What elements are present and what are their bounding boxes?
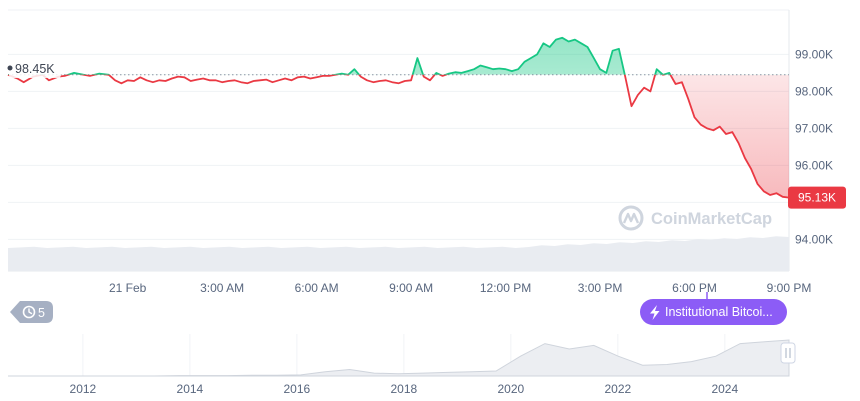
navigator-tick-label: 2018 bbox=[390, 382, 417, 396]
event-chip[interactable]: Institutional Bitcoi... bbox=[640, 292, 787, 325]
baseline-value: 98.45K bbox=[15, 62, 55, 76]
up-fill bbox=[8, 37, 789, 75]
x-tick-label: 6:00 AM bbox=[295, 281, 339, 295]
current-price-value: 95.13K bbox=[798, 191, 836, 205]
range-navigator[interactable] bbox=[8, 334, 790, 377]
series-line-down bbox=[7, 74, 790, 199]
down-fill bbox=[669, 74, 789, 198]
watermark: CoinMarketCap bbox=[618, 205, 772, 231]
lightning-icon bbox=[650, 305, 660, 320]
navigator-x-axis: 2012 2014 2016 2018 2020 2022 2024 bbox=[70, 382, 739, 396]
x-tick-label: 6:00 PM bbox=[672, 281, 717, 295]
x-tick-label: 9:00 AM bbox=[389, 281, 433, 295]
navigator-tick-label: 2022 bbox=[604, 382, 631, 396]
y-axis: 99.00K 98.00K 97.00K 96.00K 94.00K bbox=[795, 47, 833, 246]
history-button[interactable]: 5 bbox=[10, 301, 53, 323]
x-axis: 21 Feb 3:00 AM 6:00 AM 9:00 AM 12:00 PM 3:00 … bbox=[109, 281, 811, 295]
volume-area bbox=[8, 236, 789, 271]
x-tick-label: 12:00 PM bbox=[480, 281, 531, 295]
series-line-up bbox=[8, 36, 672, 75]
baseline-label: 98.45K bbox=[7, 60, 61, 78]
history-icon bbox=[22, 305, 36, 319]
navigator-handle[interactable] bbox=[780, 342, 796, 364]
navigator-tick-label: 2016 bbox=[284, 382, 311, 396]
y-tick-label: 96.00K bbox=[795, 158, 833, 172]
x-tick-label: 3:00 AM bbox=[200, 281, 244, 295]
y-tick-label: 94.00K bbox=[795, 232, 833, 246]
navigator-tick-label: 2020 bbox=[497, 382, 524, 396]
current-price-tag: 95.13K bbox=[788, 186, 846, 209]
x-tick-label: 9:00 PM bbox=[767, 281, 812, 295]
navigator-tick-label: 2024 bbox=[711, 382, 738, 396]
coinmarketcap-logo-icon bbox=[618, 205, 644, 231]
y-tick-label: 98.00K bbox=[795, 84, 833, 98]
x-tick-label: 21 Feb bbox=[109, 281, 147, 295]
y-tick-label: 99.00K bbox=[795, 47, 833, 61]
volume-band bbox=[8, 236, 789, 271]
price-line[interactable] bbox=[7, 36, 790, 199]
navigator-tick-label: 2012 bbox=[70, 382, 97, 396]
watermark-text: CoinMarketCap bbox=[651, 210, 772, 228]
x-tick-label: 3:00 PM bbox=[578, 281, 623, 295]
history-count: 5 bbox=[38, 306, 45, 320]
y-tick-label: 97.00K bbox=[795, 121, 833, 135]
navigator-tick-label: 2014 bbox=[177, 382, 204, 396]
price-fill-areas bbox=[8, 37, 789, 198]
grid-lines bbox=[8, 9, 790, 272]
event-chip-label: Institutional Bitcoi... bbox=[665, 305, 773, 319]
